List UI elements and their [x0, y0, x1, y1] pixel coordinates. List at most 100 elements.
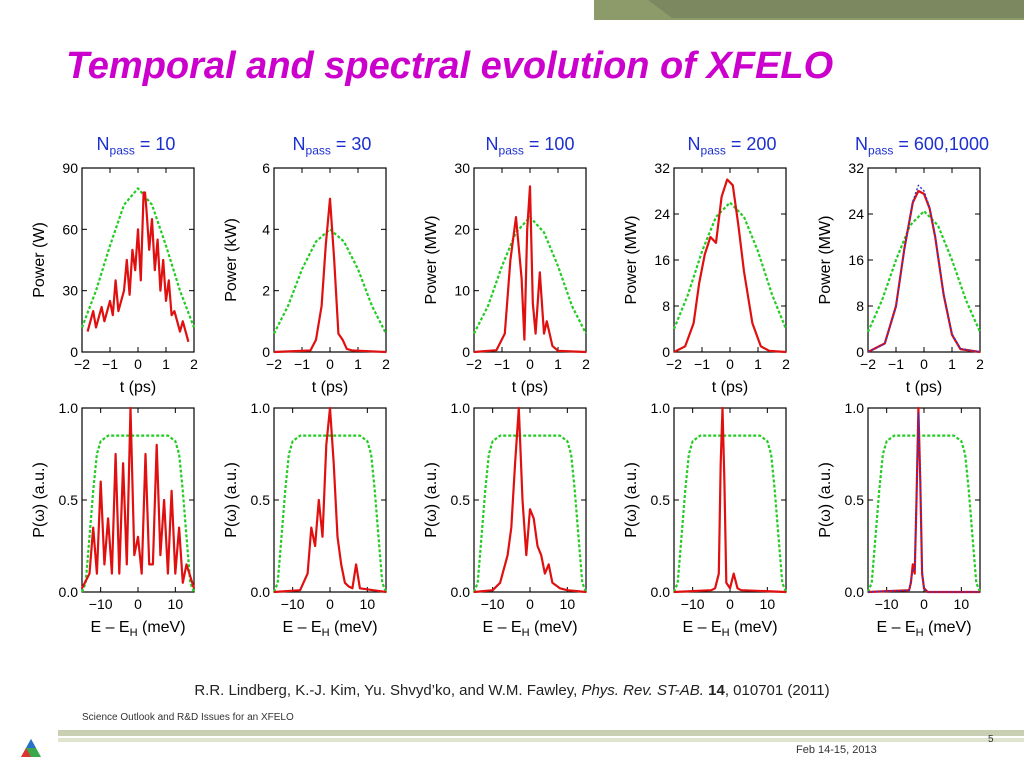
citation-volume: 14	[708, 682, 725, 699]
argonne-logo-icon	[21, 739, 41, 757]
x-tick-label: −10	[89, 596, 113, 612]
label-value: = 100	[523, 134, 575, 154]
label-main: N	[485, 134, 499, 154]
y-tick-label: 0.5	[651, 492, 671, 508]
x-tick-label: 0	[326, 596, 334, 612]
x-tick-label: −10	[281, 596, 305, 612]
chart-spectral-1: 0.0 0.5 1.0 −10 0 10 E – EH (meV) P(ω) (a.u.)	[31, 400, 196, 639]
header-band-accent	[648, 0, 1024, 18]
chart-temporal-2: 0 2 4 6 −2 −1 0 1 2 t (ps) Power (kW)	[223, 160, 390, 396]
label-value: = 200	[725, 134, 777, 154]
y-tick-label: 0	[662, 344, 670, 360]
chart-temporal-4: 0 8 16 24 32 −2 −1 0 1 2 t (ps) Power (MW)	[623, 160, 790, 396]
x-tick-label: −10	[481, 596, 505, 612]
footer-divider	[58, 730, 1024, 736]
y-tick-label: 0.5	[845, 492, 865, 508]
x-axis-label-unit: (meV)	[138, 619, 186, 636]
x-axis-label-sub: H	[916, 627, 924, 639]
signal-series-line	[867, 189, 981, 354]
y-tick-label: 0.0	[59, 584, 79, 600]
x-axis-label: t (ps)	[512, 379, 548, 396]
label-value: = 600,1000	[893, 134, 989, 154]
envelope-series-line	[866, 209, 982, 333]
plot-frame	[673, 167, 787, 353]
x-tick-label: −10	[681, 596, 705, 612]
envelope-series-line	[866, 434, 982, 593]
label-main: N	[855, 134, 869, 154]
y-tick-label: 6	[262, 160, 270, 176]
x-tick-label: 10	[760, 596, 776, 612]
x-axis-label: E – EH (meV)	[482, 619, 577, 639]
y-axis-label: Power (W)	[31, 222, 48, 298]
y-tick-label: 0.0	[251, 584, 271, 600]
x-tick-label: 2	[382, 356, 390, 372]
y-tick-label: 4	[262, 221, 270, 237]
slide-title: Temporal and spectral evolution of XFELO	[66, 45, 834, 87]
x-axis-label-unit: (meV)	[530, 619, 578, 636]
x-tick-label: −1	[102, 356, 118, 372]
y-tick-label: 0.5	[451, 492, 471, 508]
envelope-series-line	[472, 434, 588, 593]
x-tick-label: −10	[875, 596, 899, 612]
signal-series-line	[273, 406, 387, 594]
panel-label-4: Npass = 200	[632, 134, 832, 158]
label-value: = 10	[134, 134, 176, 154]
y-tick-label: 20	[454, 221, 470, 237]
panel-label-5: Npass = 600,1000	[822, 134, 1022, 158]
y-tick-label: 1.0	[845, 400, 865, 416]
envelope-series-line	[273, 228, 387, 335]
x-tick-label: 0	[726, 356, 734, 372]
y-axis-label: Power (kW)	[223, 218, 240, 302]
x-tick-label: 10	[560, 596, 576, 612]
envelope-series-line	[272, 434, 388, 593]
label-sub: pass	[305, 143, 331, 158]
y-tick-label: 0.0	[451, 584, 471, 600]
x-axis-label: t (ps)	[120, 379, 156, 396]
signal-series-line	[473, 185, 587, 354]
y-tick-label: 32	[654, 160, 670, 176]
signal-series-line	[673, 406, 787, 594]
y-tick-label: 32	[848, 160, 864, 176]
x-tick-label: 0	[526, 596, 534, 612]
x-axis-label-main: t (ps)	[712, 379, 748, 396]
y-tick-label: 0.0	[651, 584, 671, 600]
x-axis-label-main: t (ps)	[120, 379, 156, 396]
envelope-series-line	[80, 434, 196, 593]
y-tick-label: 0.5	[251, 492, 271, 508]
label-value: = 30	[330, 134, 372, 154]
x-axis-label-unit: (meV)	[330, 619, 378, 636]
panel-label-3: Npass = 100	[430, 134, 630, 158]
footer-date: Feb 14-15, 2013	[796, 744, 877, 756]
x-axis-label: t (ps)	[312, 379, 348, 396]
x-tick-label: 2	[582, 356, 590, 372]
x-tick-label: 10	[954, 596, 970, 612]
y-tick-label: 60	[62, 221, 78, 237]
x-axis-label-main: E – E	[90, 619, 129, 636]
x-tick-label: −2	[266, 356, 282, 372]
chart-temporal-1: 0 30 60 90 −2 −1 0 1 2 t (ps) Power (W)	[31, 160, 198, 396]
x-tick-label: 0	[920, 356, 928, 372]
y-tick-label: 2	[262, 283, 270, 299]
x-tick-label: 0	[526, 356, 534, 372]
chart-spectral-3: 0.0 0.5 1.0 −10 0 10 E – EH (meV) P(ω) (a.u.)	[423, 400, 588, 639]
label-main: N	[292, 134, 306, 154]
label-sub: pass	[498, 143, 524, 158]
x-axis-label: E – EH (meV)	[282, 619, 377, 639]
x-tick-label: 1	[162, 356, 170, 372]
y-tick-label: 90	[62, 160, 78, 176]
page-number: 5	[988, 734, 994, 745]
label-sub: pass	[868, 143, 894, 158]
y-tick-label: 1.0	[651, 400, 671, 416]
x-axis-label: E – EH (meV)	[90, 619, 185, 639]
x-tick-label: 1	[354, 356, 362, 372]
chart-spectral-4: 0.0 0.5 1.0 −10 0 10 E – EH (meV) P(ω) (a.u.)	[623, 400, 788, 639]
x-tick-label: 2	[782, 356, 790, 372]
x-axis-label-main: E – E	[682, 619, 721, 636]
x-tick-label: −2	[74, 356, 90, 372]
y-axis-label: P(ω) (a.u.)	[623, 462, 640, 538]
y-axis-label: P(ω) (a.u.)	[423, 462, 440, 538]
y-tick-label: 30	[454, 160, 470, 176]
y-tick-label: 30	[62, 283, 78, 299]
x-tick-label: 1	[554, 356, 562, 372]
y-axis-label: Power (MW)	[623, 216, 640, 305]
